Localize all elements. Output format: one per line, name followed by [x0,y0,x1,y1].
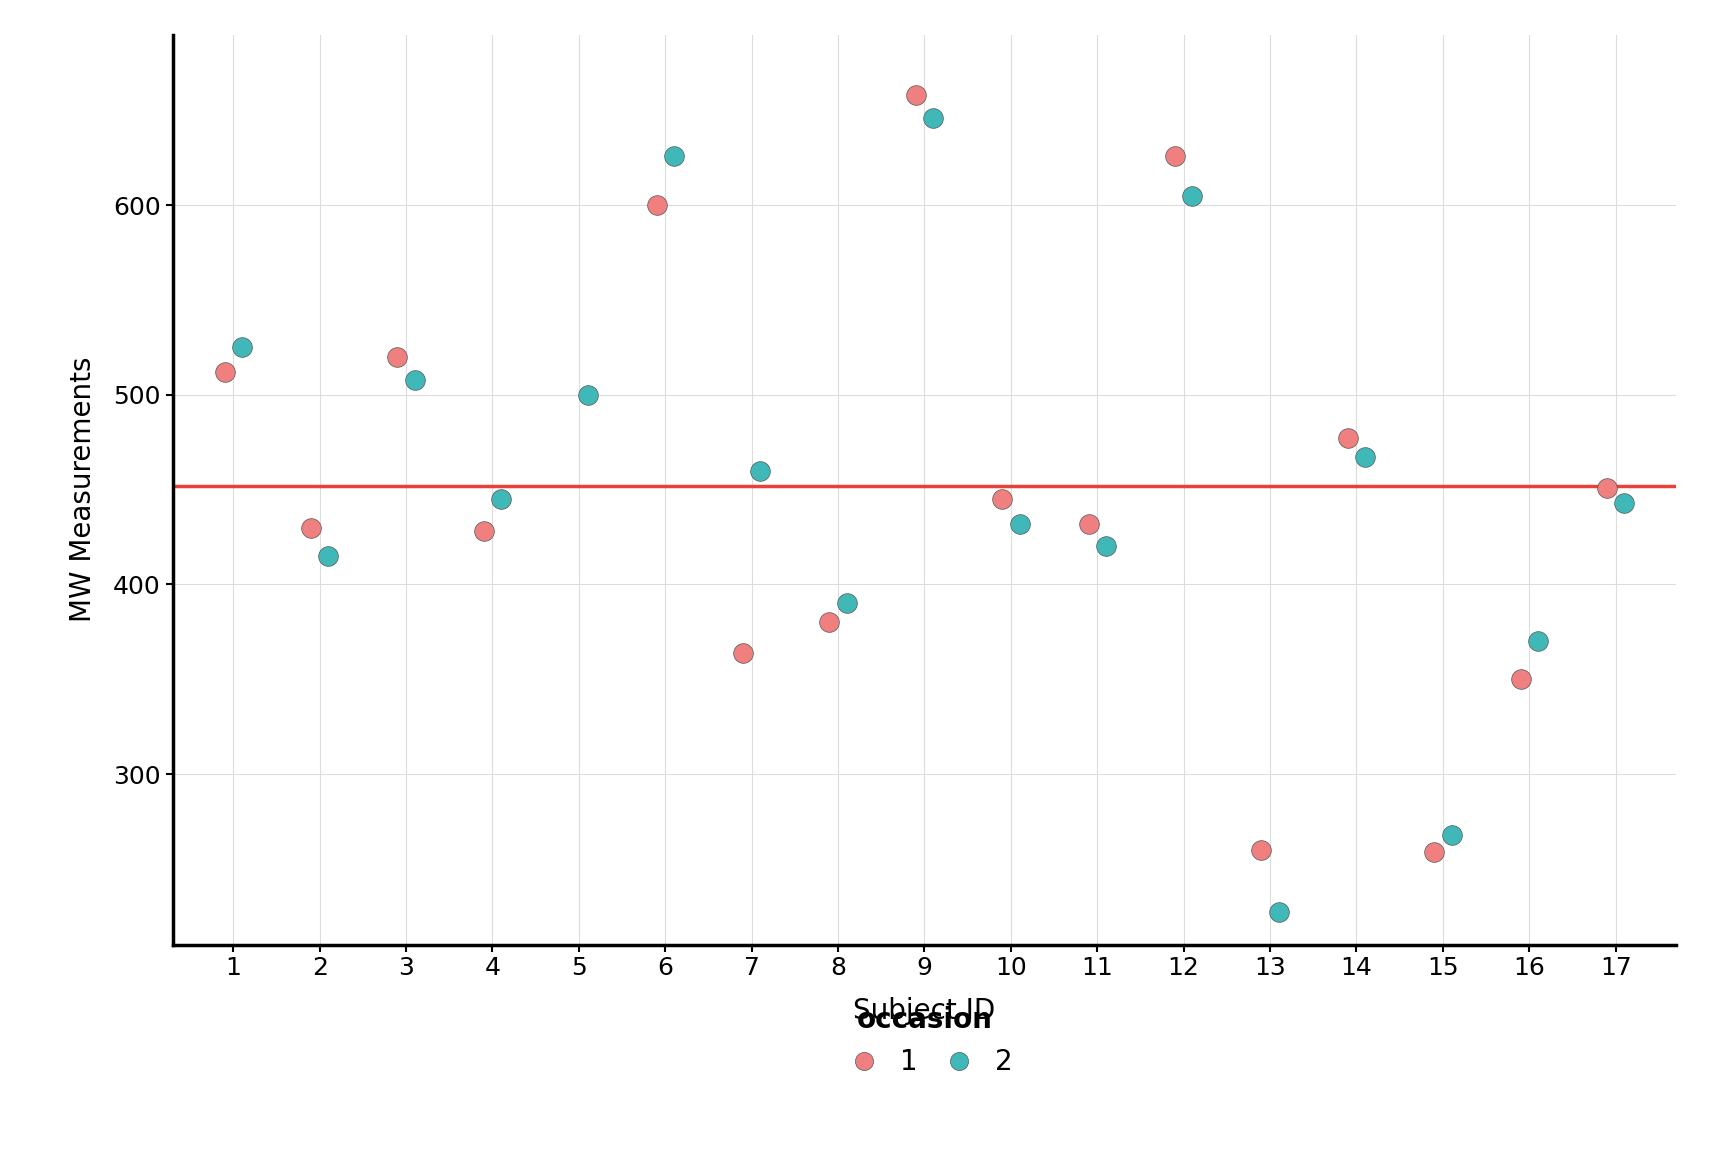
Y-axis label: MW Measurements: MW Measurements [69,357,97,622]
1 [988,490,1016,508]
2 [1610,494,1638,513]
1 [816,613,843,631]
2 [1351,448,1379,467]
2 [1092,537,1120,555]
2 [1524,632,1552,651]
1 [211,363,238,381]
1 [1420,842,1448,861]
2 [1265,903,1293,922]
1 [1593,478,1621,497]
1 [1075,515,1102,533]
2 [574,386,601,404]
2 [1006,515,1033,533]
2 [1178,187,1206,205]
1 [1507,670,1534,689]
2 [487,490,515,508]
2 [746,462,774,480]
1 [297,518,325,537]
Legend: 1, 2: 1, 2 [836,1007,1013,1076]
2 [833,594,861,613]
1 [1248,841,1275,859]
2 [401,371,429,389]
1 [902,86,930,105]
2 [314,547,342,566]
1 [1334,430,1362,448]
1 [470,522,498,540]
1 [729,644,757,662]
2 [228,339,256,357]
1 [643,196,670,214]
2 [1438,826,1465,844]
2 [919,108,947,127]
1 [384,348,411,366]
X-axis label: Subject ID: Subject ID [854,998,995,1025]
1 [1161,146,1189,165]
2 [660,146,688,165]
